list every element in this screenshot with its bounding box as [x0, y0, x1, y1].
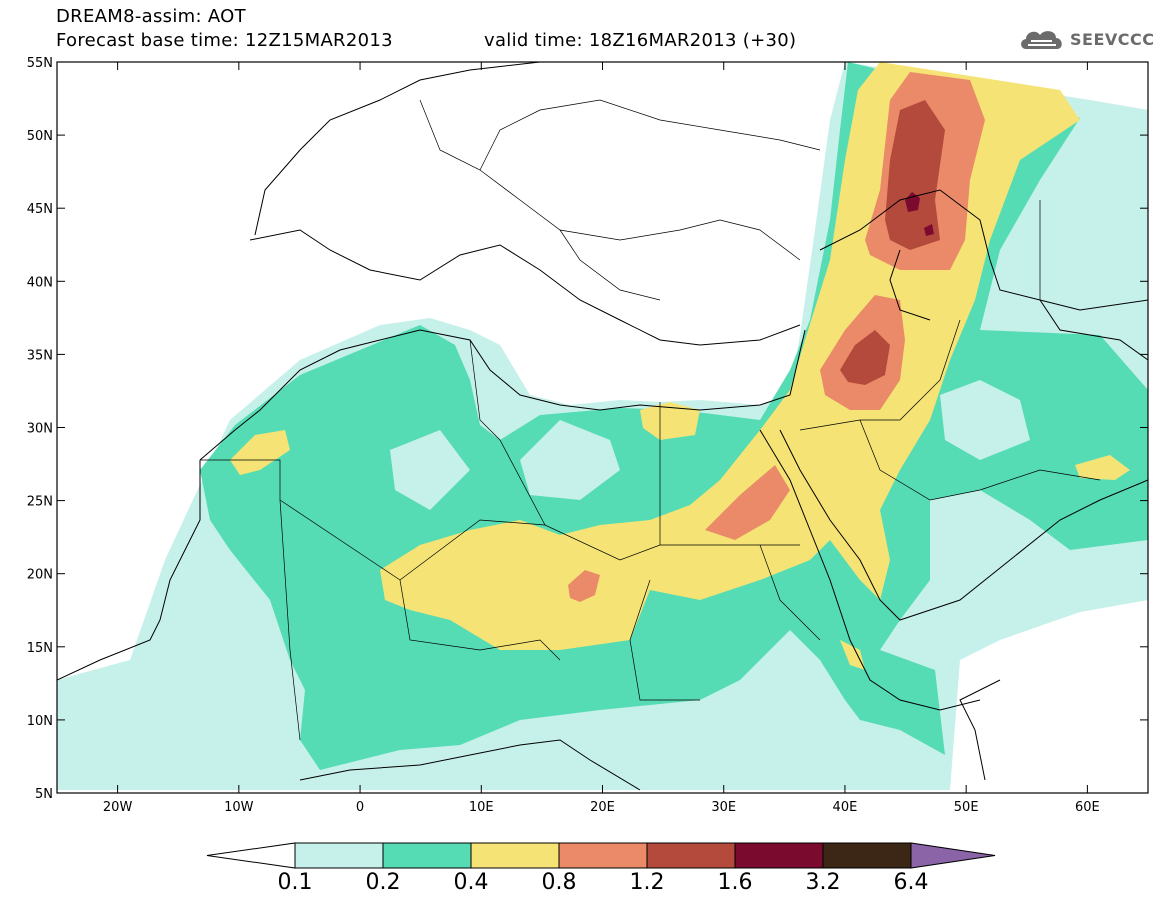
colorbar-box [294, 842, 384, 869]
colorbar-box [558, 842, 648, 869]
aot-level-1-6 [905, 192, 920, 212]
lat-tick-label: 45N [27, 202, 53, 217]
colorbar-label: 0.8 [541, 870, 577, 895]
lat-tick-label: 35N [27, 348, 53, 363]
colorbar-box [822, 842, 912, 869]
lat-tick-label: 10N [27, 714, 53, 729]
logo-text: SEEVCCC [1070, 29, 1155, 49]
lat-tick-label: 55N [27, 56, 53, 71]
seevccc-logo: SEEVCCC [1018, 24, 1155, 54]
coastlines [57, 62, 1148, 791]
colorbar-box [470, 842, 560, 869]
aot-level-0-8-egypt [705, 465, 790, 540]
lat-tick-label: 40N [27, 275, 53, 290]
lat-tick-label: 20N [27, 568, 53, 583]
lon-tick-label: 20E [590, 800, 615, 815]
aot-level-0-4-redsea [840, 640, 865, 670]
colorbar-box [382, 842, 472, 869]
lon-tick-label: 30E [711, 800, 736, 815]
aot-low-patch-algeria [390, 430, 470, 510]
colorbar-label: 3.2 [805, 870, 841, 895]
country-borders [200, 99, 1101, 741]
lon-tick-label: 10W [224, 800, 254, 815]
lon-tick-label: 10E [469, 800, 494, 815]
lon-tick-label: 60E [1075, 800, 1100, 815]
colorbar-label: 0.4 [453, 870, 489, 895]
aot-level-0-4-morocco [230, 430, 290, 475]
colorbar-high-arrow [910, 842, 996, 869]
aot-level-0-4-gulf [1075, 455, 1130, 480]
longitude-axis: 20W 10W 0 10E 20E 30E 40E 50E 60E [103, 62, 1100, 815]
lon-tick-label: 40E [833, 800, 858, 815]
colorbar [206, 842, 996, 869]
base-time-text: Forecast base time: 12Z15MAR2013 [56, 30, 393, 51]
colorbar-label: 1.2 [629, 870, 665, 895]
aot-low-patch-arabia [940, 380, 1030, 460]
colorbar-label: 1.6 [717, 870, 753, 895]
lat-tick-label: 15N [27, 641, 53, 656]
colorbar-label: 0.1 [277, 870, 313, 895]
forecast-times: Forecast base time: 12Z15MAR2013 valid ti… [56, 30, 796, 51]
lon-tick-label: 50E [954, 800, 979, 815]
aot-low-patch-sahara [520, 420, 620, 500]
colorbar-label: 0.2 [365, 870, 401, 895]
aot-field [57, 62, 1148, 793]
latitude-axis: 55N 50N 45N 40N 35N 30N 25N 20N 15N 10N 5N [27, 56, 1148, 802]
valid-time-text: valid time: 18Z16MAR2013 (+30) [484, 30, 797, 51]
aot-level-1-6-b [924, 224, 934, 236]
colorbar-label: 6.4 [893, 870, 929, 895]
lat-tick-label: 30N [27, 422, 53, 437]
lat-tick-label: 5N [35, 787, 53, 802]
aot-level-1-2-north [885, 100, 945, 250]
lon-tick-label: 0 [356, 800, 364, 815]
colorbar-low-arrow [206, 842, 296, 869]
colorbar-box [646, 842, 736, 869]
lon-tick-label: 20W [103, 800, 133, 815]
colorbar-box [734, 842, 824, 869]
aot-level-0-8-chad [568, 570, 600, 602]
lat-tick-label: 50N [27, 129, 53, 144]
map-title: DREAM8-assim: AOT [56, 6, 246, 27]
lat-tick-label: 25N [27, 495, 53, 510]
aot-level-0-4-libya [640, 402, 700, 440]
cloud-icon [1021, 31, 1062, 49]
aot-level-1-2 [840, 330, 890, 385]
